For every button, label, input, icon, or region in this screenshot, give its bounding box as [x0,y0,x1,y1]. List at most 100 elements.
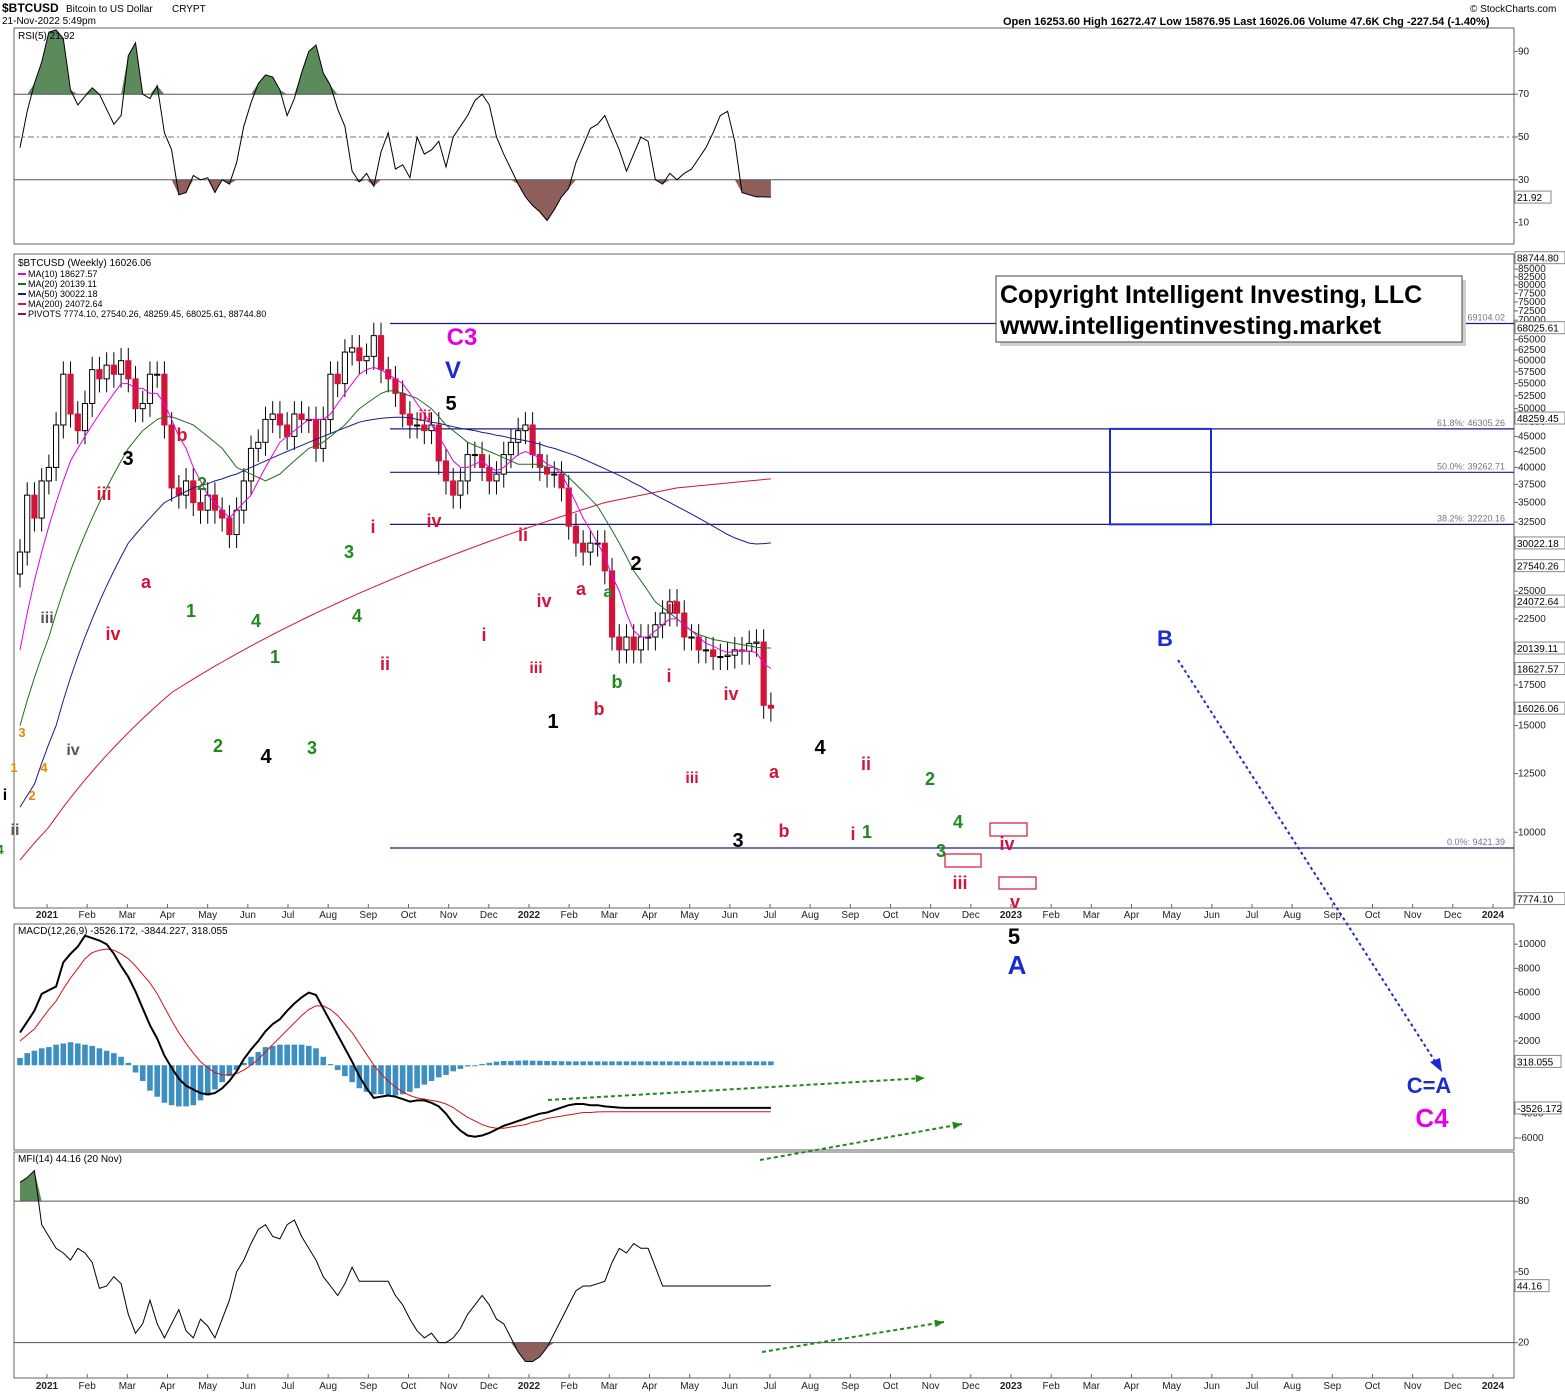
candle-down [421,424,428,432]
candle-down [406,413,413,426]
candle-up [457,480,464,496]
x-tick-label: 2023 [1000,910,1023,921]
candle-up [623,636,630,651]
copyright-line2: www.intelligentinvesting.market [999,312,1382,340]
candle-up [637,636,645,651]
candle-up [349,347,356,353]
wave-label: 4 [0,842,4,857]
x-tick-label: May [680,1381,699,1392]
wave-label: 4 [251,611,261,631]
x-tick-label: May [198,910,217,921]
candle-down [529,424,536,456]
candle-down [377,335,385,371]
mfi-legend: MFI(14) 44.16 (20 Nov) [18,1154,122,1165]
macd-histogram-bar [602,1061,608,1066]
macd-histogram-bar [522,1060,529,1066]
macd-histogram-bar [731,1061,738,1066]
macd-histogram-bar [580,1061,586,1066]
price-tick-label: 22500 [1518,614,1546,625]
price-axis-tag [1514,251,1565,265]
wave-label: a [576,579,587,599]
price-axis-tag-label: 27540.26 [1517,562,1559,573]
x-tick-label: Dec [1444,1381,1462,1392]
macd-histogram-bar [746,1061,753,1066]
macd-histogram-bar [630,1061,637,1066]
candle-up [262,418,269,443]
wave-label: 1 [270,647,280,667]
price-tick-label: 25000 [1518,586,1546,597]
wave-label: 3 [122,448,133,470]
candle-up [753,641,760,644]
x-tick-label: Nov [1404,910,1422,921]
wave-label: a [141,572,152,592]
macd-histogram-bar [616,1061,623,1066]
macd-histogram-bar [537,1060,543,1066]
x-tick-label: Nov [922,910,940,921]
price-tick-label: 52500 [1518,391,1546,402]
candle-up [233,509,240,536]
x-tick-label: Sep [1323,1381,1341,1392]
candle-up [688,636,695,639]
macd-histogram-bar [139,1065,146,1081]
wave-label: 5 [445,393,456,415]
wave-label: 3 [18,725,25,740]
mfi-axis-tag-label: 44.16 [1517,1282,1542,1293]
candle-down [710,649,717,658]
macd-histogram-bar [515,1060,521,1066]
x-tick-label: Jun [240,1381,256,1392]
candle-down [190,480,197,504]
macd-histogram-bar [450,1065,456,1072]
price-axis-tag-label: 16026.06 [1517,704,1559,715]
candle-up [717,656,724,659]
x-tick-label: Sep [359,910,377,921]
candle-up [327,373,334,420]
x-tick-label: Apr [160,910,176,921]
candle-up [507,441,515,456]
price-axis-tag [1514,701,1565,715]
wave-label: 4 [352,606,362,626]
macd-histogram-bar [103,1050,110,1066]
mfi-line [19,1169,771,1362]
wave-label: iv [426,511,441,531]
macd-histogram-bar [717,1061,724,1066]
macd-histogram-bar [298,1044,305,1066]
candle-down [125,360,132,380]
price-tick-label: 70000 [1518,315,1546,326]
x-tick-label: Mar [1083,910,1101,921]
candle-down [486,466,493,482]
macd-histogram-bar [710,1061,716,1066]
macd-tick-label: 6000 [1518,988,1541,999]
price-panel [13,253,1515,909]
macd-histogram-bar [645,1061,651,1066]
candle-up [154,373,161,376]
macd-histogram-bar [327,1064,334,1066]
x-tick-label: Mar [601,1381,619,1392]
candle-up [493,473,500,482]
price-axis-tag [1514,559,1565,573]
macd-histogram-bar [306,1045,312,1066]
macd-histogram-bar [594,1061,601,1066]
price-tick-label: 45000 [1518,431,1546,442]
macd-histogram-bar [587,1061,594,1066]
candle-up [522,424,529,432]
candle-down [298,413,305,420]
rsi-tick-label: 50 [1518,132,1530,143]
macd-histogram-bar [674,1061,680,1066]
candle-up [38,480,45,519]
header-name: Bitcoin to US Dollar [66,4,153,15]
wave-label: iv [105,624,120,644]
x-tick-label: 2024 [1482,1381,1505,1392]
wave-label: 2 [630,553,641,575]
macd-histogram-bar [89,1045,95,1066]
macd-histogram-bar [392,1065,399,1096]
x-tick-label: Apr [1124,1381,1140,1392]
header-date: 21-Nov-2022 5:49pm [2,16,96,27]
price-tick-label: 65000 [1518,335,1546,346]
wave-label: 1 [10,760,17,775]
price-axis-tag [1514,641,1565,655]
header-ohlc: Open 16253.60 High 16272.47 Low 15876.95… [1003,16,1490,28]
x-tick-label: Aug [801,1381,819,1392]
macd-tick-label: 8000 [1518,963,1541,974]
macd-histogram-bar [558,1061,565,1066]
wave-label: 1 [862,822,872,842]
